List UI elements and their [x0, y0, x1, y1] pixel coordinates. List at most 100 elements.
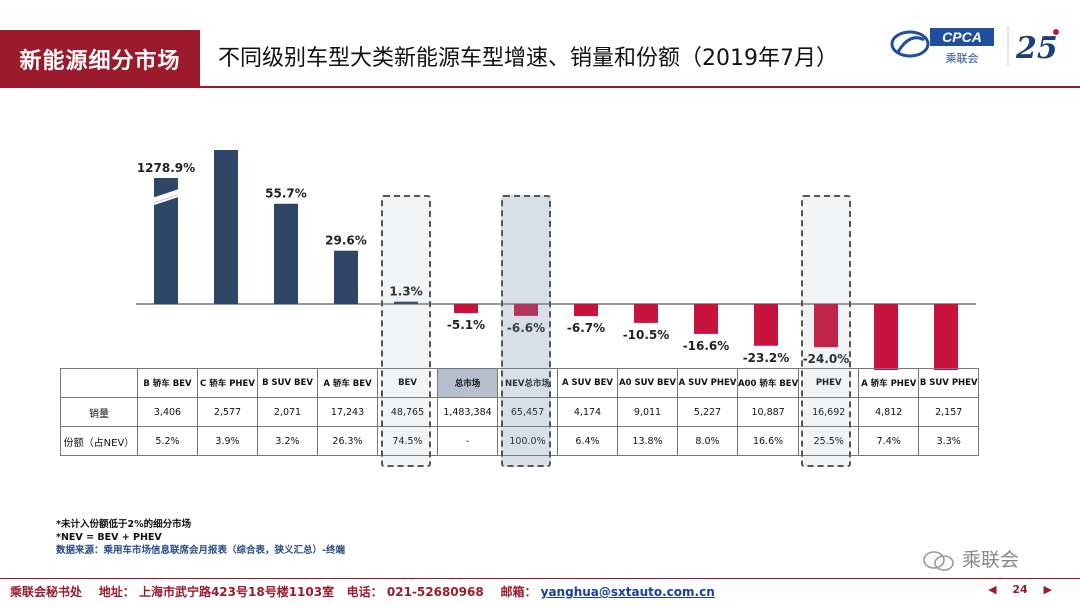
table-header-cell: NEV总市场 — [497, 368, 558, 398]
footer-address: 上海市武宁路423号18号楼1103室 — [138, 585, 335, 599]
data-label: 29.6% — [325, 234, 367, 248]
bar — [514, 304, 538, 316]
table-header-cell: A 轿车 PHEV — [858, 368, 920, 398]
data-label: -24.0% — [803, 352, 850, 366]
table-cell: 3,406 — [137, 397, 198, 427]
table-cell: - — [437, 426, 498, 456]
table-cell: 16,692 — [798, 397, 860, 427]
table-cell: 3.3% — [918, 426, 980, 456]
data-label: -23.2% — [743, 351, 790, 365]
cpca-logo-subtext: 乘联会 — [946, 52, 979, 65]
table-header-cell: B SUV BEV — [257, 368, 318, 398]
table-corner-cell — [60, 368, 138, 398]
footer-address-label: 地址： — [98, 585, 135, 599]
header-divider — [200, 86, 1080, 88]
table-cell: 4,812 — [858, 397, 920, 427]
table-cell: 100.0% — [497, 426, 558, 456]
table-cell: 3.9% — [197, 426, 258, 456]
row-label-share: 份额（占NEV） — [60, 426, 138, 456]
table-header-cell: B SUV PHEV — [918, 368, 980, 398]
notes: *未计入份额低于2%的细分市场 *NEV = BEV + PHEV 数据来源：乘… — [56, 518, 345, 557]
bar — [874, 304, 898, 370]
table-cell: 7.4% — [858, 426, 920, 456]
data-label: 55.7% — [265, 187, 307, 201]
pager: ◀ 24 ▶ — [982, 583, 1058, 596]
table-cell: 6.4% — [557, 426, 618, 456]
table-header-cell: B 轿车 BEV — [137, 368, 198, 398]
bar — [334, 250, 358, 304]
anniversary-logo: 25 — [1007, 26, 1059, 66]
data-label: -6.6% — [507, 321, 545, 335]
table-cell: 2,071 — [257, 397, 318, 427]
page-number: 24 — [1012, 583, 1028, 596]
table-header-cell: C 轿车 PHEV — [197, 368, 258, 398]
table-header-cell: BEV — [377, 368, 438, 398]
axis-break-mark — [147, 193, 185, 207]
footer-email-link[interactable]: yanghua@sxtauto.com.cn — [540, 585, 715, 599]
bar — [694, 304, 718, 334]
row-label-sales: 销量 — [60, 397, 138, 427]
table-cell: 65,457 — [497, 397, 558, 427]
sales-table: B 轿车 BEV C 轿车 PHEV B SUV BEV A 轿车 BEV BEV 总市场… — [60, 368, 980, 456]
bar — [754, 304, 778, 346]
table-cell: 26.3% — [317, 426, 378, 456]
data-label: -5.1% — [447, 318, 485, 332]
wechat-watermark: 乘联会 — [922, 545, 1019, 572]
table-cell: 25.5% — [798, 426, 860, 456]
growth-bar-chart: 1278.9%95.4%55.7%29.6%1.3%-5.1%-6.6%-6.7… — [136, 150, 976, 370]
wechat-icon — [923, 550, 954, 571]
table-cell: 10,887 — [736, 397, 800, 427]
table-header-cell: A0 SUV BEV — [617, 368, 678, 398]
table-cell: 1,483,384 — [437, 397, 498, 427]
axis-break-mark — [147, 187, 185, 205]
data-label: -16.6% — [683, 339, 730, 353]
bar — [574, 304, 598, 317]
table-cell: 8.0% — [677, 426, 738, 456]
table-cell: 2,157 — [918, 397, 980, 427]
table-header-cell: A SUV BEV — [557, 368, 618, 398]
footer-divider — [0, 578, 1080, 579]
cpca-logo-text: CPCA — [942, 29, 982, 45]
prev-page-icon[interactable]: ◀ — [988, 583, 997, 596]
table-cell: 16.6% — [736, 426, 800, 456]
next-page-icon[interactable]: ▶ — [1043, 583, 1052, 596]
bar — [274, 203, 298, 304]
table-header-cell: A SUV PHEV — [677, 368, 738, 398]
bar — [934, 304, 958, 370]
bar — [454, 304, 478, 314]
anniversary-number: 25 — [1015, 31, 1058, 66]
footer-phone-label: 电话： — [346, 585, 383, 599]
table-header-cell: A00 轿车 BEV — [736, 368, 800, 398]
cpca-logo: CPCA 乘联会 — [890, 28, 994, 65]
table-cell: 74.5% — [377, 426, 438, 456]
footer-org: 乘联会秘书处 — [10, 585, 83, 599]
cpca-swirl-icon — [890, 30, 930, 58]
note-line: *NEV = BEV + PHEV — [56, 532, 162, 543]
table-cell: 9,011 — [617, 397, 678, 427]
table-cell: 5,227 — [677, 397, 738, 427]
bar — [814, 304, 838, 348]
data-label: 1278.9% — [137, 161, 195, 175]
footer-phone: 021-52680968 — [386, 585, 484, 599]
data-label: -10.5% — [623, 328, 670, 342]
table-cell: 3.2% — [257, 426, 318, 456]
footer-email-label: 邮箱： — [500, 585, 537, 599]
table-cell: 17,243 — [317, 397, 378, 427]
page-title: 不同级别车型大类新能源车型增速、销量和份额（2019年7月） — [218, 46, 838, 71]
table-cell: 4,174 — [557, 397, 618, 427]
footer: 乘联会秘书处 地址： 上海市武宁路423号18号楼1103室 电话： 021-5… — [10, 583, 715, 600]
bar — [394, 301, 418, 304]
table-cell: 13.8% — [617, 426, 678, 456]
table-row: 销量 3,406 2,577 2,071 17,243 48,765 1,483,384 6… — [60, 397, 980, 427]
table-cell: 5.2% — [137, 426, 198, 456]
section-badge: 新能源细分市场 — [0, 30, 200, 88]
table-cell: 2,577 — [197, 397, 258, 427]
anniversary-dot-icon — [1053, 29, 1059, 35]
wechat-label: 乘联会 — [962, 549, 1020, 571]
bar — [634, 304, 658, 323]
table-header-row: B 轿车 BEV C 轿车 PHEV B SUV BEV A 轿车 BEV BEV 总市场… — [60, 368, 980, 398]
table-row: 份额（占NEV） 5.2% 3.9% 3.2% 26.3% 74.5% -100.0% 6.… — [60, 426, 980, 456]
data-label: -6.7% — [567, 321, 605, 335]
table-header-cell: PHEV — [798, 368, 860, 398]
data-source: 数据来源：乘用车市场信息联席会月报表（综合表，狭义汇总）-终端 — [56, 545, 345, 556]
